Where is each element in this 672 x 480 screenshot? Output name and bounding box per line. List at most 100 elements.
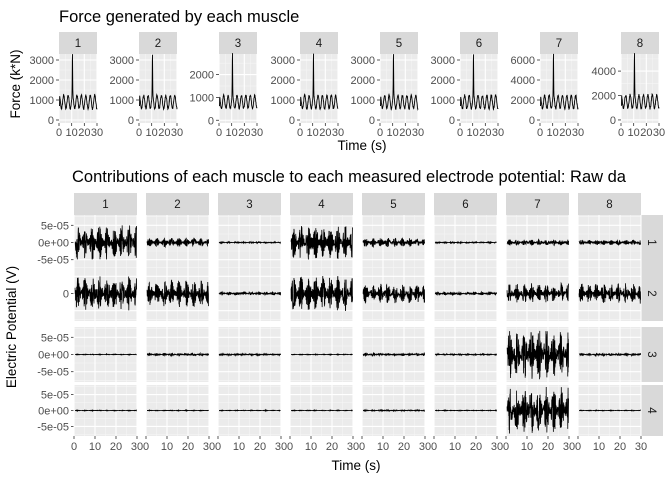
emg-series-line — [506, 330, 569, 380]
force-y-tick-label: 1000 — [351, 95, 375, 107]
emg-panel-r3-c1 — [73, 327, 138, 382]
emg-panel-r2-c8 — [577, 266, 642, 321]
column-strip-2 — [146, 193, 209, 215]
emg-x-tick-label: 20 — [182, 441, 194, 453]
emg-x-tick-label: 30 — [563, 441, 575, 453]
force-y-tick-label: 0 — [449, 115, 455, 127]
emg-series-line — [362, 237, 425, 249]
emg-x-tick-label: 30 — [203, 441, 215, 453]
emg-x-tick-label: 0 — [143, 441, 149, 453]
column-strip-label: 2 — [174, 199, 180, 211]
force-x-tick-label: 10 — [66, 127, 78, 139]
emg-series-line — [362, 283, 425, 304]
force-x-tick-label: 10 — [547, 127, 559, 139]
force-y-tick-label: 4000 — [592, 66, 616, 78]
force-x-tick-label: 30 — [91, 127, 103, 139]
emg-x-tick-label: 20 — [254, 441, 266, 453]
emg-series-line — [434, 240, 497, 245]
emg-series-line — [146, 408, 209, 413]
force-strip-label: 8 — [637, 38, 643, 50]
force-x-tick-label: 20 — [559, 127, 571, 139]
force-panel-7: 7 0 2000 4000 6000 0 10 20 30 — [511, 32, 584, 139]
force-y-tick-label: 2000 — [511, 95, 535, 107]
emg-series-line — [506, 386, 569, 434]
emg-series-line — [434, 352, 497, 357]
emg-y-tick-label: 5e-05 — [41, 332, 69, 344]
force-y-tick-label: 3000 — [110, 55, 134, 67]
emg-panel-r4-c8 — [577, 385, 642, 436]
force-y-tick-label: 0 — [208, 115, 214, 127]
emg-x-tick-label: 0 — [215, 441, 221, 453]
force-x-tick-label: 20 — [319, 127, 331, 139]
emg-series-line — [74, 352, 137, 357]
force-y-tick-label: 0 — [128, 115, 134, 127]
emg-x-tick-label: 0 — [503, 441, 509, 453]
force-x-tick-label: 20 — [78, 127, 90, 139]
force-series-line — [300, 53, 339, 111]
force-x-tick-label: 20 — [399, 127, 411, 139]
emg-panel-r3-c6 — [433, 327, 498, 382]
force-strip-label: 6 — [476, 38, 482, 50]
emg-x-tick-label: 20 — [326, 441, 338, 453]
column-strip-6 — [434, 193, 497, 215]
force-y-tick-label: 2000 — [190, 70, 214, 82]
emg-x-tick-label: 30 — [491, 441, 503, 453]
emg-panel-r4-c1 — [73, 385, 138, 436]
force-strip-label: 1 — [75, 38, 81, 50]
emg-y-tick-label: 0 — [63, 289, 69, 301]
force-chart-title: Force generated by each muscle — [59, 8, 299, 26]
force-y-tick-label: 1000 — [190, 92, 214, 104]
force-y-tick-label: 2000 — [431, 75, 455, 87]
force-x-tick-label: 30 — [412, 127, 424, 139]
force-y-tick-label: 1000 — [271, 95, 295, 107]
row-strip-3 — [641, 327, 663, 382]
force-x-tick-label: 20 — [640, 127, 652, 139]
force-strip-label: 7 — [556, 38, 562, 50]
force-y-axis-label: Force (k*N) — [8, 49, 23, 118]
emg-panel-r3-c3 — [217, 327, 282, 382]
emg-y-tick-label: 0e+00 — [38, 238, 69, 250]
emg-x-tick-label: 30 — [419, 441, 431, 453]
emg-panel-r4-c5 — [361, 385, 426, 436]
force-strip — [380, 32, 418, 54]
emg-panel-r3-c7 — [505, 327, 570, 382]
emg-panel-r2-c1 — [73, 266, 138, 321]
emg-y-tick-label: -5e-05 — [37, 421, 69, 433]
emg-series-line — [218, 290, 281, 297]
column-strip-label: 8 — [606, 199, 612, 211]
column-strip-8 — [578, 193, 641, 215]
emg-x-tick-label: 0 — [575, 441, 581, 453]
force-x-tick-label: 10 — [307, 127, 319, 139]
emg-panel-r2-c7 — [505, 266, 570, 321]
force-y-tick-label: 0 — [529, 115, 535, 127]
emg-panel-r1-c7 — [505, 215, 570, 270]
column-strip-3 — [218, 193, 281, 215]
emg-x-tick-label: 30 — [347, 441, 359, 453]
emg-x-tick-label: 0 — [359, 441, 365, 453]
force-y-tick-label: 0 — [289, 115, 295, 127]
emg-series-line — [290, 226, 353, 260]
emg-y-tick-label: 0e+00 — [38, 406, 69, 418]
force-x-tick-label: 0 — [56, 127, 62, 139]
force-y-tick-label: 3000 — [30, 55, 54, 67]
emg-x-tick-label: 20 — [614, 441, 626, 453]
emg-x-tick-label: 30 — [635, 441, 647, 453]
emg-panel-r4-c2 — [145, 385, 210, 436]
emg-x-tick-label: 10 — [233, 441, 245, 453]
force-x-tick-label: 0 — [136, 127, 142, 139]
emg-panel-r2-c2 — [145, 266, 210, 321]
column-strip-1 — [74, 193, 137, 215]
row-strip-label: 2 — [645, 290, 657, 296]
force-series-line — [621, 53, 660, 110]
force-y-tick-label: 0 — [48, 115, 54, 127]
row-strip-label: 1 — [645, 239, 657, 245]
emg-chart-title: Contributions of each muscle to each mea… — [72, 168, 627, 186]
force-strip — [219, 32, 257, 54]
emg-series-line — [578, 283, 641, 304]
force-x-axis-label: Time (s) — [338, 138, 387, 153]
emg-x-tick-label: 10 — [593, 441, 605, 453]
force-x-tick-label: 0 — [457, 127, 463, 139]
